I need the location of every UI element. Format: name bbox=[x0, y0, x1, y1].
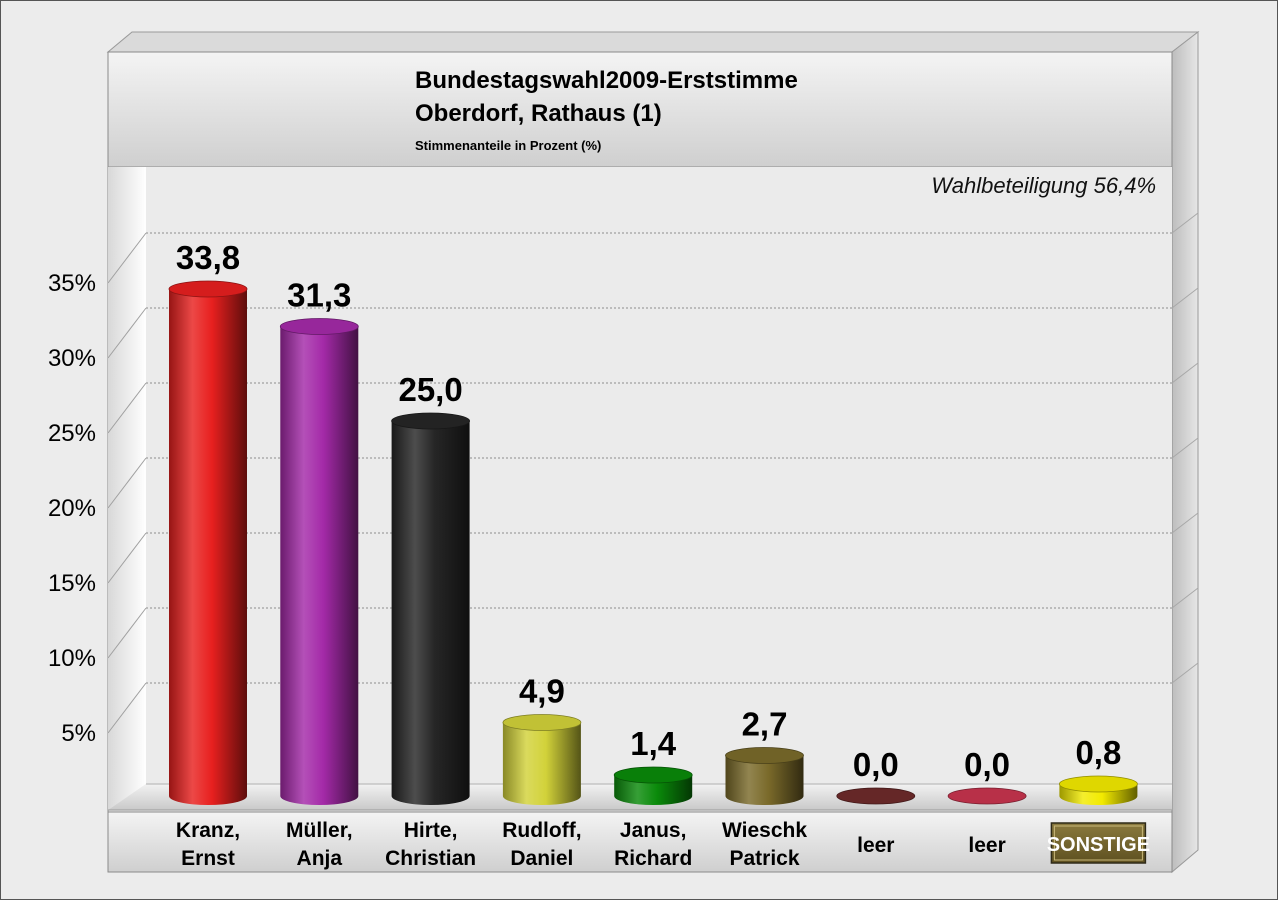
turnout-annotation: Wahlbeteiligung 56,4% bbox=[931, 173, 1156, 198]
bar bbox=[391, 412, 471, 805]
category-badge-sonstige: SONSTIGE bbox=[1047, 822, 1150, 864]
category-label: Patrick bbox=[729, 847, 799, 870]
value-label: 4,9 bbox=[519, 673, 565, 710]
y-tick-label: 30% bbox=[48, 345, 96, 372]
gridline-right-wall bbox=[1171, 662, 1199, 684]
bar-body bbox=[614, 775, 693, 805]
bar-body bbox=[280, 326, 359, 805]
category-label: Christian bbox=[385, 847, 476, 870]
box-top-face bbox=[106, 31, 1200, 53]
bar bbox=[168, 280, 248, 805]
category-labels: Kranz, Ernst Müller, Anja Hirte, Christian Rud… bbox=[176, 819, 1150, 870]
bar-body bbox=[502, 722, 581, 805]
category-label: Anja bbox=[297, 847, 343, 870]
bar bbox=[725, 747, 804, 805]
gridline-right-wall bbox=[1171, 362, 1199, 384]
category-label: Müller, bbox=[286, 819, 353, 842]
category-label: Ernst bbox=[181, 847, 235, 870]
y-tick-label: 15% bbox=[48, 570, 96, 597]
value-labels: 33,8 31,3 25,0 4,9 1,4 2,7 0,0 0,0 0,8 bbox=[176, 239, 1121, 783]
bar-cap bbox=[725, 747, 804, 764]
bar bbox=[279, 318, 359, 805]
y-tick-label: 10% bbox=[48, 645, 96, 672]
unit-note: Stimmenanteile in Prozent (%) bbox=[415, 138, 601, 153]
category-label: leer bbox=[857, 834, 894, 857]
y-tick-label: 5% bbox=[61, 720, 96, 747]
bar-cap bbox=[391, 412, 471, 430]
gridline-right-wall bbox=[1171, 287, 1199, 309]
gridline-left-wall bbox=[107, 532, 147, 584]
bar-cap bbox=[279, 318, 359, 335]
value-label: 0,0 bbox=[964, 746, 1010, 783]
value-label: 0,0 bbox=[853, 746, 899, 783]
chart-title: Bundestagswahl2009-Erststimme bbox=[415, 67, 798, 94]
chart-subtitle: Oberdorf, Rathaus (1) bbox=[415, 100, 662, 127]
gridline-right-wall bbox=[1171, 587, 1199, 609]
gridline-right-wall bbox=[1171, 437, 1199, 459]
gridline-right-wall bbox=[1171, 512, 1199, 534]
value-label: 33,8 bbox=[176, 239, 240, 276]
gridline-left-wall bbox=[107, 307, 147, 359]
value-label: 0,8 bbox=[1075, 734, 1121, 771]
category-label: Hirte, bbox=[404, 819, 458, 842]
gridlines bbox=[107, 212, 1199, 734]
category-label: Kranz, bbox=[176, 819, 240, 842]
y-tick-label: 25% bbox=[48, 420, 96, 447]
bar-cap bbox=[168, 280, 248, 298]
bar-cap bbox=[613, 766, 693, 784]
box-right-face bbox=[1171, 30, 1199, 874]
bar-body bbox=[725, 755, 804, 805]
bar bbox=[836, 787, 916, 805]
category-label: Richard bbox=[614, 847, 692, 870]
bars bbox=[168, 280, 1138, 805]
y-tick-label: 20% bbox=[48, 495, 96, 522]
category-label: leer bbox=[968, 834, 1005, 857]
y-tick-label: 35% bbox=[48, 270, 96, 297]
bar-body bbox=[169, 289, 247, 805]
gridline-left-wall bbox=[107, 457, 147, 509]
category-band bbox=[107, 811, 1173, 873]
gridline-left-wall bbox=[107, 682, 147, 734]
category-label: Daniel bbox=[510, 847, 573, 870]
bar-body bbox=[391, 421, 470, 805]
category-label: SONSTIGE bbox=[1047, 834, 1150, 856]
gridline-left-wall bbox=[107, 382, 147, 434]
y-axis-ticks: 5% 10% 15% 20% 25% 30% 35% bbox=[48, 270, 96, 747]
header-band bbox=[107, 51, 1173, 168]
category-label: Wieschk bbox=[722, 819, 807, 842]
gridline-right-wall bbox=[1171, 212, 1199, 234]
gridline-left-wall bbox=[107, 607, 147, 659]
bar-cap bbox=[836, 787, 916, 805]
bar-cap bbox=[502, 714, 582, 731]
bar bbox=[1059, 775, 1138, 805]
bar bbox=[502, 714, 582, 805]
bar-cap bbox=[1059, 775, 1138, 793]
bar-cap bbox=[947, 787, 1027, 805]
value-label: 2,7 bbox=[742, 706, 788, 743]
value-label: 25,0 bbox=[398, 371, 462, 408]
gridline-left-wall bbox=[107, 232, 147, 284]
value-label: 31,3 bbox=[287, 277, 351, 314]
bar bbox=[947, 787, 1027, 805]
bar bbox=[613, 766, 693, 805]
category-label: Rudloff, bbox=[502, 819, 581, 842]
plot-left-wall bbox=[108, 167, 146, 810]
value-label: 1,4 bbox=[630, 725, 677, 762]
category-label: Janus, bbox=[620, 819, 687, 842]
